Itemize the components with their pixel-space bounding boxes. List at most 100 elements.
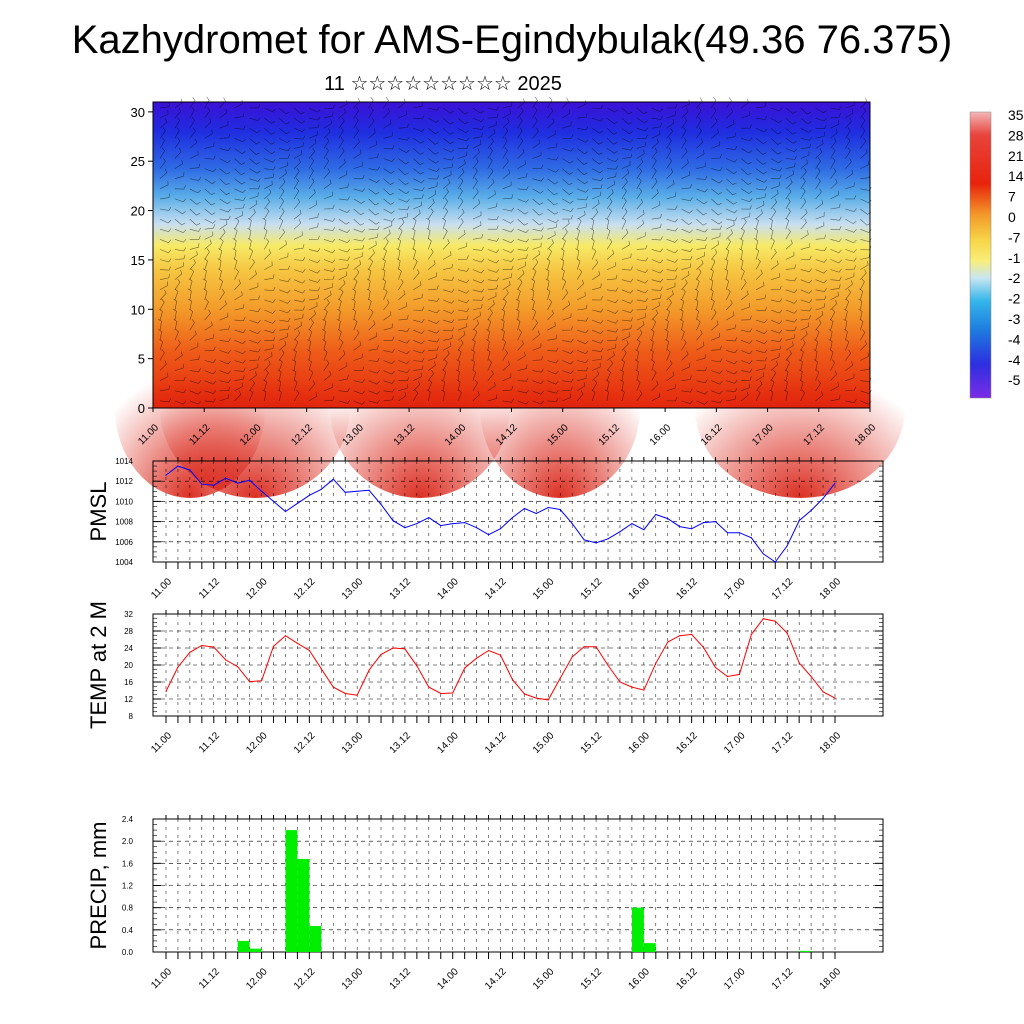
data-point xyxy=(452,692,454,694)
data-point xyxy=(308,494,310,496)
precip-bar xyxy=(309,925,322,952)
y-tick-label: 20 xyxy=(124,661,133,670)
data-point xyxy=(511,678,514,681)
data-point xyxy=(356,490,358,492)
precip-bar xyxy=(631,907,644,952)
data-point xyxy=(750,633,752,636)
data-point xyxy=(822,691,824,693)
data-point xyxy=(631,523,633,525)
precip-bar xyxy=(297,858,310,952)
data-point xyxy=(667,517,669,520)
data-point xyxy=(822,497,824,499)
data-point xyxy=(356,694,358,696)
data-point xyxy=(404,648,406,650)
heatmap-y-tick-label: 5 xyxy=(138,352,145,367)
data-point xyxy=(189,469,191,471)
data-point xyxy=(440,525,442,527)
x-tick-label: 16.00 xyxy=(627,576,653,602)
data-point xyxy=(487,649,490,652)
data-point xyxy=(619,531,621,533)
data-point xyxy=(320,488,322,490)
x-tick-label: 12.00 xyxy=(244,576,270,602)
panel-temp xyxy=(152,610,884,723)
x-tick-label: 12.12 xyxy=(292,966,318,992)
data-point xyxy=(810,509,812,512)
data-point xyxy=(595,646,597,648)
x-tick-label: 14.12 xyxy=(483,576,509,602)
x-tick-label: 15.00 xyxy=(531,966,557,992)
data-point xyxy=(392,647,394,649)
data-point xyxy=(679,635,681,637)
x-tick-label: 12.00 xyxy=(244,730,270,756)
data-point xyxy=(535,512,537,515)
y-tick-label: 12 xyxy=(124,695,133,704)
data-point xyxy=(750,537,752,539)
x-tick-label: 15.12 xyxy=(579,576,605,602)
data-point xyxy=(798,519,800,522)
x-tick-label: 11.12 xyxy=(197,966,222,991)
x-tick-label: 13.12 xyxy=(388,576,414,602)
data-point xyxy=(702,646,705,649)
data-point xyxy=(762,553,764,555)
colorbar-label: -4 xyxy=(1008,352,1021,368)
data-point xyxy=(380,503,382,506)
x-tick-label: 15.00 xyxy=(531,576,557,602)
data-point xyxy=(332,478,334,480)
data-point xyxy=(547,506,549,509)
data-point xyxy=(547,699,549,701)
data-point xyxy=(296,642,299,644)
data-point xyxy=(404,527,406,529)
data-point xyxy=(428,516,430,519)
data-point xyxy=(607,538,609,540)
data-point xyxy=(344,692,346,695)
colorbar-label: -1 xyxy=(1008,250,1021,266)
data-point xyxy=(834,482,836,484)
data-point xyxy=(260,490,263,492)
data-point xyxy=(738,532,741,534)
data-point xyxy=(655,662,657,664)
data-point xyxy=(786,632,788,634)
data-point xyxy=(643,689,645,691)
data-point xyxy=(535,697,537,699)
x-tick-label: 11.12 xyxy=(197,576,222,601)
data-point xyxy=(189,651,191,653)
x-tick-label: 14.12 xyxy=(483,966,509,992)
data-point xyxy=(762,618,764,620)
data-point xyxy=(738,673,741,675)
data-point xyxy=(702,522,705,524)
data-point xyxy=(679,526,681,528)
y-tick-label: 0.4 xyxy=(122,926,134,935)
data-point xyxy=(691,528,693,530)
colorbar-label: -7 xyxy=(1008,229,1021,245)
x-tick-label: 17.12 xyxy=(770,966,796,992)
data-point xyxy=(284,510,287,513)
panel-precip xyxy=(152,815,884,959)
data-point xyxy=(440,692,442,695)
chart-title: Kazhydromet for AMS-Egindybulak(49.36 76… xyxy=(71,18,953,62)
colorbar-label: -2 xyxy=(1008,270,1021,286)
data-point xyxy=(643,529,645,531)
data-point xyxy=(249,479,251,481)
data-point xyxy=(726,532,729,534)
data-point xyxy=(368,489,370,491)
x-tick-label: 16.12 xyxy=(674,966,700,992)
y-axis-title: TEMP at 2 M xyxy=(86,601,111,729)
data-point xyxy=(284,635,287,637)
data-point xyxy=(499,654,502,656)
colorbar-label: -4 xyxy=(1008,331,1021,347)
data-point xyxy=(201,483,203,485)
data-point xyxy=(213,646,215,648)
x-tick-label: 15.00 xyxy=(531,730,557,756)
data-point xyxy=(583,539,585,541)
x-tick-label: 13.00 xyxy=(340,966,366,992)
data-point xyxy=(272,500,275,502)
wind-barbs xyxy=(158,96,872,405)
y-tick-label: 16 xyxy=(124,678,133,687)
y-tick-label: 1004 xyxy=(115,558,133,567)
colorbar-label: -2 xyxy=(1008,291,1021,307)
x-tick-label: 12.00 xyxy=(244,966,270,992)
heatmap-x-tick-label: 16.00 xyxy=(648,422,674,448)
data-point xyxy=(476,527,478,529)
data-point xyxy=(320,668,322,670)
